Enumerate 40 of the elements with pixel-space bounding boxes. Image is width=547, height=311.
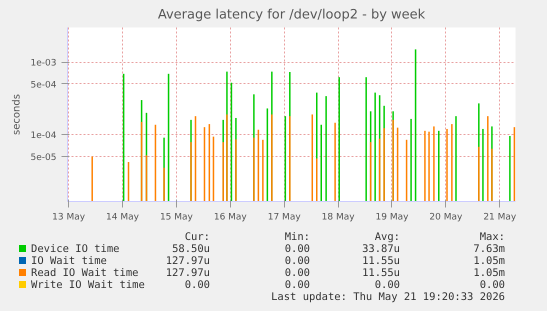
text: 0.00: [480, 278, 505, 292]
text: 1.05m: [473, 266, 505, 280]
text: 127.97u: [166, 266, 210, 280]
text: 0.00: [284, 278, 310, 292]
x-tick-label: 15 May: [160, 212, 194, 222]
y-axis-title: seconds: [12, 94, 23, 135]
text: 58.50u: [172, 242, 210, 256]
text: 11.55u: [362, 254, 400, 268]
chart-title: Average latency for /dev/loop2 - by week: [158, 8, 426, 22]
x-tick-label: 21 May: [483, 212, 517, 222]
legend-label: Device IO time: [31, 242, 120, 256]
x-tick-label: 14 May: [106, 212, 140, 222]
text: 7.63m: [473, 242, 505, 256]
text: Cur:: [184, 230, 210, 244]
text: 0.00: [284, 254, 310, 268]
x-tick-label: 18 May: [322, 212, 356, 222]
text: 1.05m: [473, 254, 505, 268]
y-tick-label: 1e-04: [30, 131, 57, 142]
y-tick-label: 5e-05: [30, 153, 57, 164]
y-tick-label: 5e-04: [30, 80, 57, 90]
y-tick-label: 1e-03: [30, 58, 57, 69]
legend-label: Read IO Wait time: [31, 266, 138, 280]
legend-label: Write IO Wait time: [31, 278, 145, 293]
text: 0.00: [374, 278, 400, 292]
x-tick-label: 19 May: [376, 212, 410, 222]
text: Max:: [480, 230, 505, 244]
x-tick-label: 20 May: [429, 212, 464, 222]
text: 127.97u: [166, 254, 210, 268]
x-tick-label: 16 May: [214, 212, 248, 222]
x-tick-label: 13 May: [52, 212, 86, 222]
text: Last update: Thu May 21 19:20:33 2026: [271, 290, 505, 305]
text: 33.87u: [362, 242, 400, 256]
text: Avg:: [374, 230, 400, 244]
text: 0.00: [284, 266, 310, 280]
text: 11.55u: [362, 266, 400, 280]
text: 0.00: [184, 278, 210, 293]
x-tick-label: 17 May: [268, 212, 302, 222]
text: 0.00: [284, 242, 310, 256]
text: Min:: [284, 230, 310, 244]
legend-label: IO Wait time: [31, 254, 107, 268]
